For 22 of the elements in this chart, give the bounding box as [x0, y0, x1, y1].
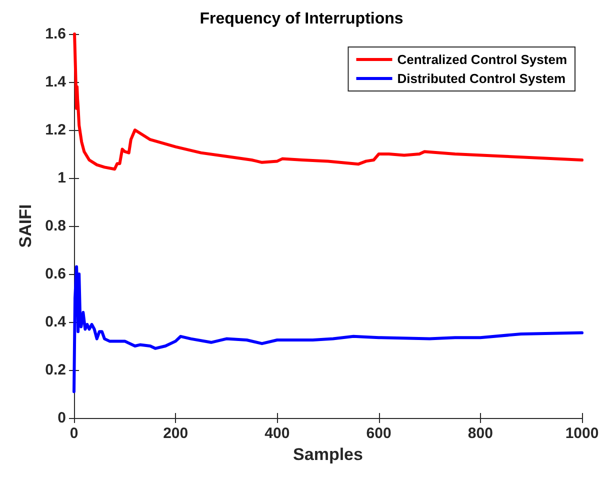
x-tick-label: 800 — [468, 425, 493, 442]
y-tick-label: 1.2 — [45, 122, 66, 138]
x-tick-label: 600 — [366, 425, 392, 442]
y-tick-label: 1 — [58, 170, 66, 186]
legend-label: Distributed Control System — [397, 71, 566, 86]
y-tick-label: 1.6 — [45, 26, 66, 42]
x-tick-label: 1000 — [565, 425, 599, 442]
y-tick-label: 1.4 — [45, 74, 67, 90]
x-tick-label: 400 — [264, 425, 290, 442]
x-tick-label: 200 — [163, 425, 188, 442]
line-series — [73, 32, 584, 171]
chart-title: Frequency of Interruptions — [200, 10, 404, 28]
y-tick-label: 0.4 — [45, 314, 67, 330]
y-tick-label: 0.8 — [45, 218, 66, 234]
y-tick-label: 0.2 — [45, 362, 66, 378]
y-tick-label: 0.6 — [45, 266, 66, 282]
line-series — [72, 265, 584, 394]
legend-label: Centralized Control System — [397, 52, 568, 67]
y-tick-label: 0 — [58, 410, 66, 426]
x-tick-label: 0 — [70, 425, 78, 442]
y-axis-title: SAIFI — [16, 204, 35, 248]
x-axis-title: Samples — [293, 444, 363, 464]
